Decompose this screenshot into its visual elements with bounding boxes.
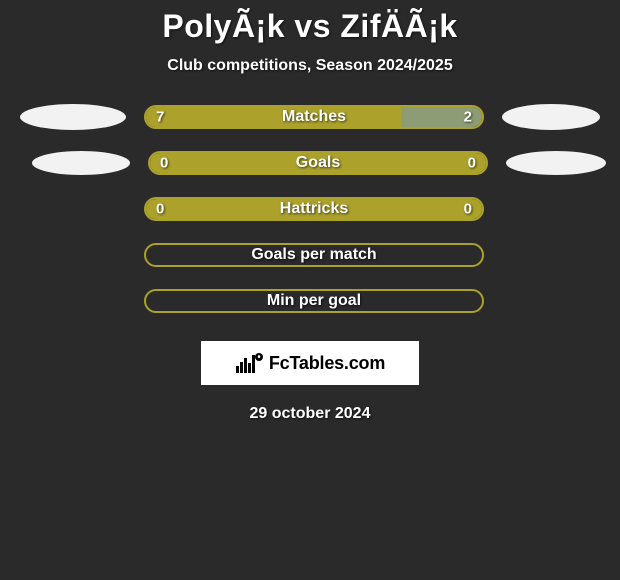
stat-right-value: 0: [464, 201, 472, 218]
stat-label: Goals per match: [251, 246, 376, 264]
stat-bar: 00Hattricks: [144, 197, 484, 221]
player-right-oval: [506, 151, 606, 175]
stat-bar-left: 7: [146, 107, 401, 127]
player-left-oval: [20, 104, 126, 130]
stat-row: Min per goal: [0, 289, 620, 313]
stat-bar: 72Matches: [144, 105, 484, 129]
player-left-oval: [32, 151, 130, 175]
stat-right-value: 0: [468, 155, 476, 172]
stat-bar-right: 2: [401, 107, 482, 127]
stat-bar: 00Goals: [148, 151, 488, 175]
stat-bar-left: 0: [150, 153, 318, 173]
player-right-oval: [502, 104, 600, 130]
stat-bar-right: 0: [318, 153, 486, 173]
page-subtitle: Club competitions, Season 2024/2025: [167, 57, 452, 75]
stat-right-value: 2: [464, 109, 472, 126]
stat-row: 00Goals: [0, 151, 620, 175]
stat-bar: Min per goal: [144, 289, 484, 313]
stat-row: 72Matches: [0, 105, 620, 129]
stat-row: Goals per match: [0, 243, 620, 267]
stat-left-value: 7: [156, 109, 164, 126]
stat-bar-left: 0: [146, 199, 314, 219]
stat-rows: 72Matches00Goals00HattricksGoals per mat…: [0, 105, 620, 313]
stat-left-value: 0: [160, 155, 168, 172]
date-label: 29 october 2024: [250, 405, 371, 423]
infographic-root: PolyÃ¡k vs ZifÄÃ¡k Club competitions, Se…: [0, 0, 620, 423]
brand-badge[interactable]: FcTables.com: [201, 341, 419, 385]
stat-bar-right: 0: [314, 199, 482, 219]
page-title: PolyÃ¡k vs ZifÄÃ¡k: [162, 8, 457, 45]
stat-bar: Goals per match: [144, 243, 484, 267]
brand-text: FcTables.com: [269, 353, 385, 374]
stat-row: 00Hattricks: [0, 197, 620, 221]
bars-ball-icon: [235, 352, 265, 374]
stat-left-value: 0: [156, 201, 164, 218]
stat-label: Min per goal: [267, 292, 361, 310]
